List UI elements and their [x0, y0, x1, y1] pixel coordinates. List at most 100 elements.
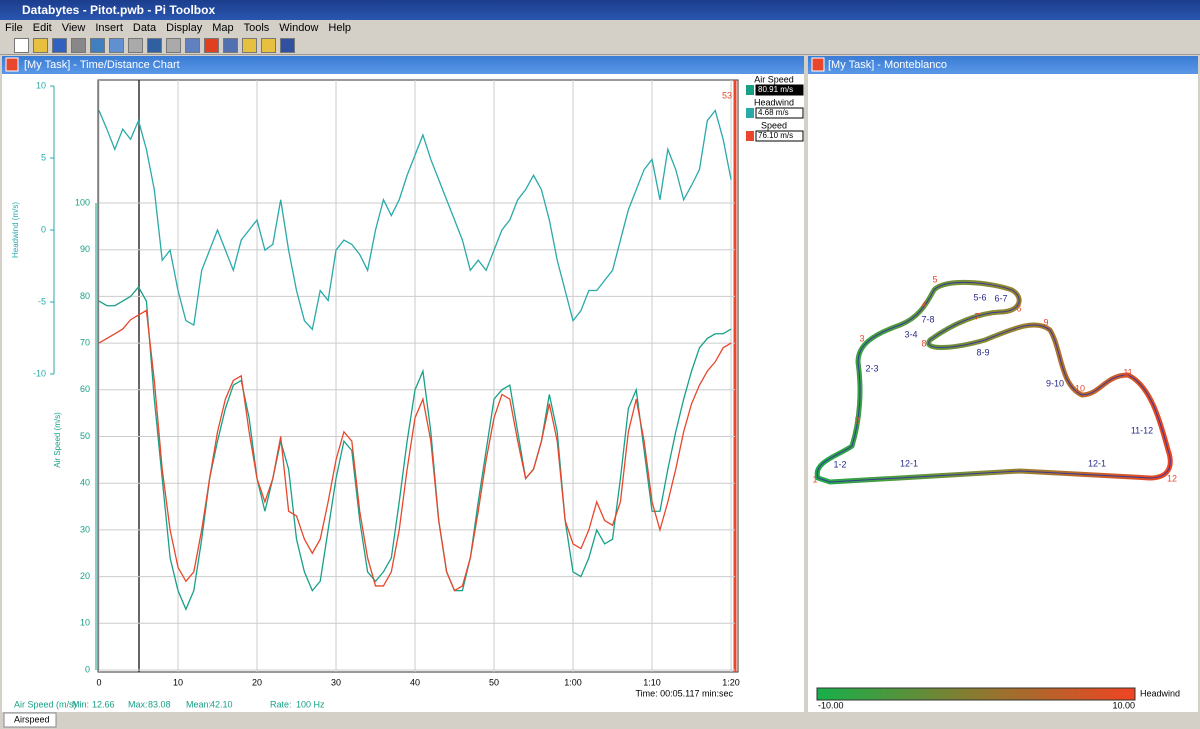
menu-item[interactable]: Window [279, 22, 319, 34]
toolbar-button[interactable] [280, 38, 295, 53]
segment-label: 9-10 [1046, 378, 1064, 388]
menu-item[interactable]: Insert [95, 22, 123, 34]
corner-label: 5 [932, 274, 937, 284]
segment-label: 12-1 [900, 458, 918, 468]
menu-item[interactable]: View [61, 22, 86, 34]
corner-label: 12 [1167, 473, 1177, 483]
segment-label: 6-7 [994, 293, 1007, 303]
segment-label: 1-2 [833, 459, 846, 469]
y-tick-label: 90 [80, 244, 90, 254]
menu-item[interactable]: Edit [32, 22, 52, 34]
menu-item[interactable]: Tools [243, 22, 270, 34]
corner-label: 8 [921, 338, 926, 348]
readout-box [755, 84, 804, 96]
time-readout: Time: 00:05.117 min:sec [635, 688, 733, 698]
stat-value: 42.10 [210, 699, 233, 709]
toolbar-button[interactable] [33, 38, 48, 53]
toolbar-button[interactable] [261, 38, 276, 53]
readout-box [755, 130, 804, 142]
stat-value: 100 Hz [296, 699, 325, 709]
legend-label: Headwind [754, 97, 794, 107]
toolbar-button[interactable] [242, 38, 257, 53]
x-tick-label: 0 [96, 677, 101, 687]
menu-item[interactable]: File [5, 22, 23, 34]
menu-bar: File Edit View Insert Data Display Map Tools Win… [0, 20, 1200, 36]
x-tick-label: 10 [173, 677, 183, 687]
menu-item[interactable]: Help [328, 22, 352, 34]
panel-icon [5, 57, 19, 72]
corner-label: 7 [974, 311, 979, 321]
corner-label: 11 [1123, 367, 1132, 377]
stat-value: 12.66 [92, 699, 115, 709]
segment-label: 5-6 [973, 292, 986, 302]
toolbar-button[interactable] [147, 38, 162, 53]
y2-tick-label: -5 [38, 296, 46, 306]
segment-label: 12-1 [1088, 458, 1106, 468]
panel-header: [My Task] - Monteblanco [808, 56, 1198, 74]
colorbar [816, 687, 1136, 701]
toolbar-button[interactable] [223, 38, 238, 53]
legend-swatch [746, 85, 754, 95]
menu-item[interactable]: Display [166, 22, 203, 34]
y2-axis-title: Headwind (m/s) [11, 202, 20, 258]
toolbar-button[interactable] [14, 38, 29, 53]
panel-header: [My Task] - Time/Distance Chart [2, 56, 804, 74]
segment-label: 3-4 [904, 329, 917, 339]
y-tick-label: 100 [75, 197, 90, 207]
plot: 0 10 20 30 40 50 1:00 1:10 1:2001020304050607080… [33, 80, 740, 687]
menu-item[interactable]: Data [132, 22, 157, 34]
corner-label: 6 [1016, 303, 1021, 313]
chart-panel [2, 74, 804, 712]
toolbar-button[interactable] [185, 38, 200, 53]
y2-tick-label: -10 [33, 368, 46, 378]
lap-marker: 53 [722, 90, 732, 100]
readout-value: 76.10 m/s [758, 131, 793, 140]
toolbar-button[interactable] [204, 38, 219, 53]
x-tick-label: 1:00 [564, 677, 582, 687]
stat-label: Rate: [270, 699, 292, 709]
legend-swatch [746, 108, 754, 118]
tab-label[interactable]: Airspeed [14, 714, 50, 724]
stat-label: Min: [72, 699, 89, 709]
series-line [98, 109, 732, 331]
series-line [98, 309, 732, 592]
segment-label: 8-9 [976, 347, 989, 357]
panel-title: [My Task] - Time/Distance Chart [24, 59, 180, 71]
toolbar-button[interactable] [71, 38, 86, 53]
toolbar-button[interactable] [52, 38, 67, 53]
legend-label: Air Speed [754, 74, 794, 84]
corner-label: 2 [854, 415, 859, 425]
stat-label: Max: [128, 699, 148, 709]
series-line [98, 285, 732, 611]
tab-bar [0, 713, 1200, 729]
y2-tick-label: 10 [36, 80, 46, 90]
toolbar-button[interactable] [90, 38, 105, 53]
toolbar-button[interactable] [128, 38, 143, 53]
y-tick-label: 20 [80, 571, 90, 581]
y-tick-label: 80 [80, 291, 90, 301]
readout-box [755, 107, 804, 119]
y-tick-label: 10 [80, 618, 90, 628]
tab[interactable] [3, 712, 57, 728]
plot-frame [97, 79, 739, 673]
y-tick-label: 60 [80, 384, 90, 394]
legend-swatch [746, 131, 754, 141]
y-tick-label: 40 [80, 478, 90, 488]
toolbar-button[interactable] [109, 38, 124, 53]
menu-item[interactable]: Map [212, 22, 234, 34]
segment-label: 7-8 [921, 314, 934, 324]
y2-tick-label: 5 [41, 152, 46, 162]
x-tick-label: 1:20 [722, 677, 740, 687]
status-stats: Air Speed (m/s) Min: 12.66 Max: 83.08 Me… [14, 699, 325, 709]
corner-label: 4 [921, 299, 926, 309]
x-tick-label: 50 [489, 677, 499, 687]
corner-label: 1 [812, 474, 817, 484]
y-axis-title: Air Speed (m/s) [53, 412, 62, 468]
toolbar-button[interactable] [166, 38, 181, 53]
colorbar-max: 10.00 [1112, 700, 1135, 710]
segment-label: 2-3 [865, 363, 878, 373]
